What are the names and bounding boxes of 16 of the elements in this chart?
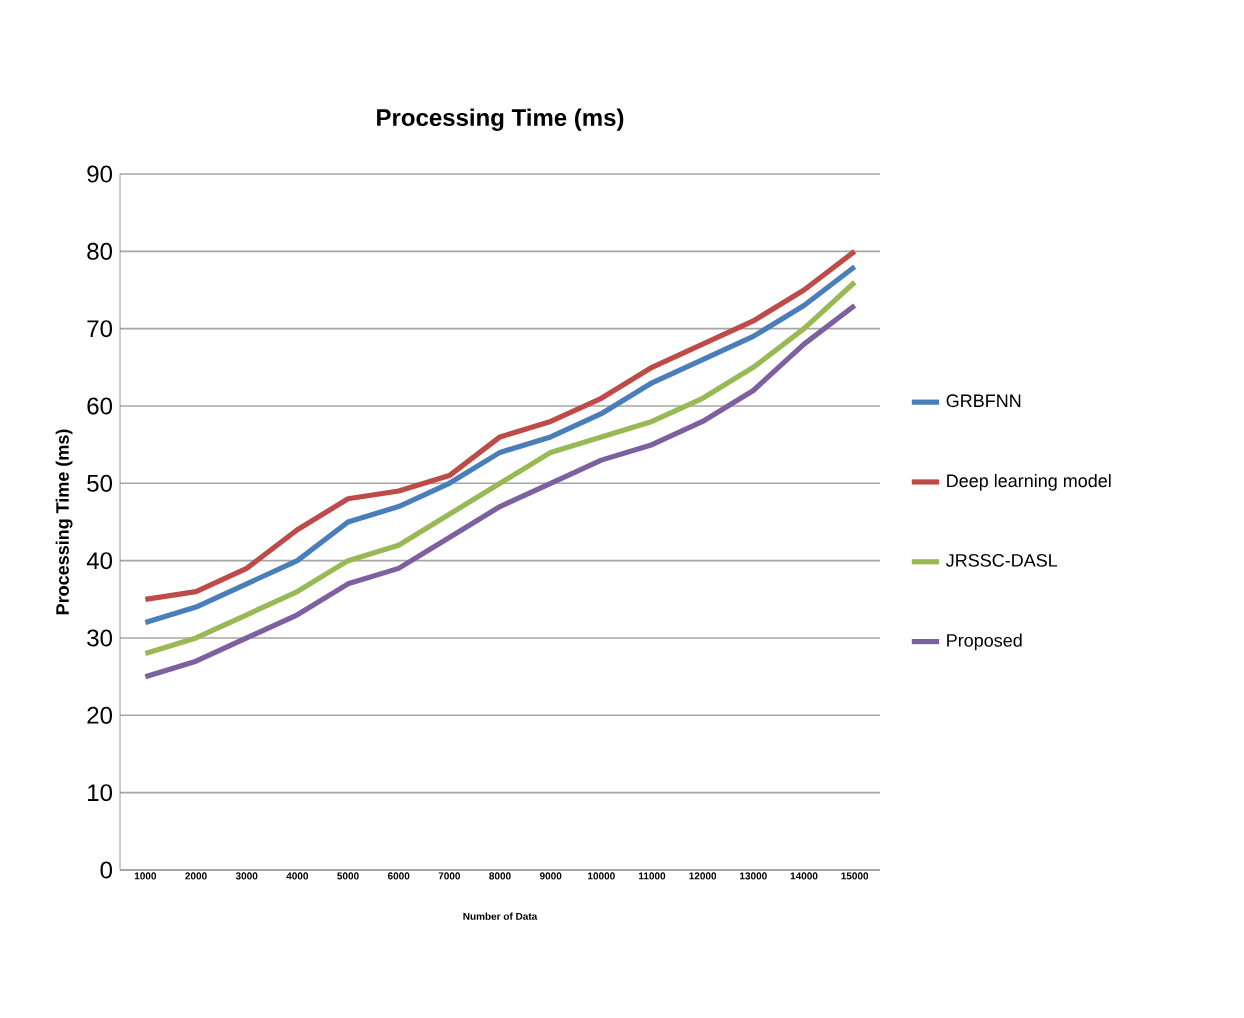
y-tick-label: 60: [87, 397, 113, 415]
y-tick-label: 90: [87, 165, 113, 183]
y-tick-label: 50: [87, 474, 113, 492]
y-tick-label: 10: [88, 784, 113, 802]
y-tick-label: 0: [100, 861, 113, 879]
legend-label: Proposed: [947, 633, 1022, 651]
legend-label: GRBFNN: [946, 394, 1021, 408]
y-tick-label: 80: [87, 242, 113, 260]
y-tick-label: 20: [87, 706, 113, 724]
y-tick-label: 30: [87, 629, 113, 647]
y-axis-title: Processing Time (ms): [55, 429, 73, 615]
legend-label: Deep learning model: [947, 473, 1111, 491]
y-tick-label: 70: [87, 320, 113, 338]
chart-title: Processing Time (ms): [377, 108, 624, 131]
legend-label: JRSSC-DASL: [945, 553, 1058, 567]
y-tick-label: 40: [86, 552, 113, 570]
